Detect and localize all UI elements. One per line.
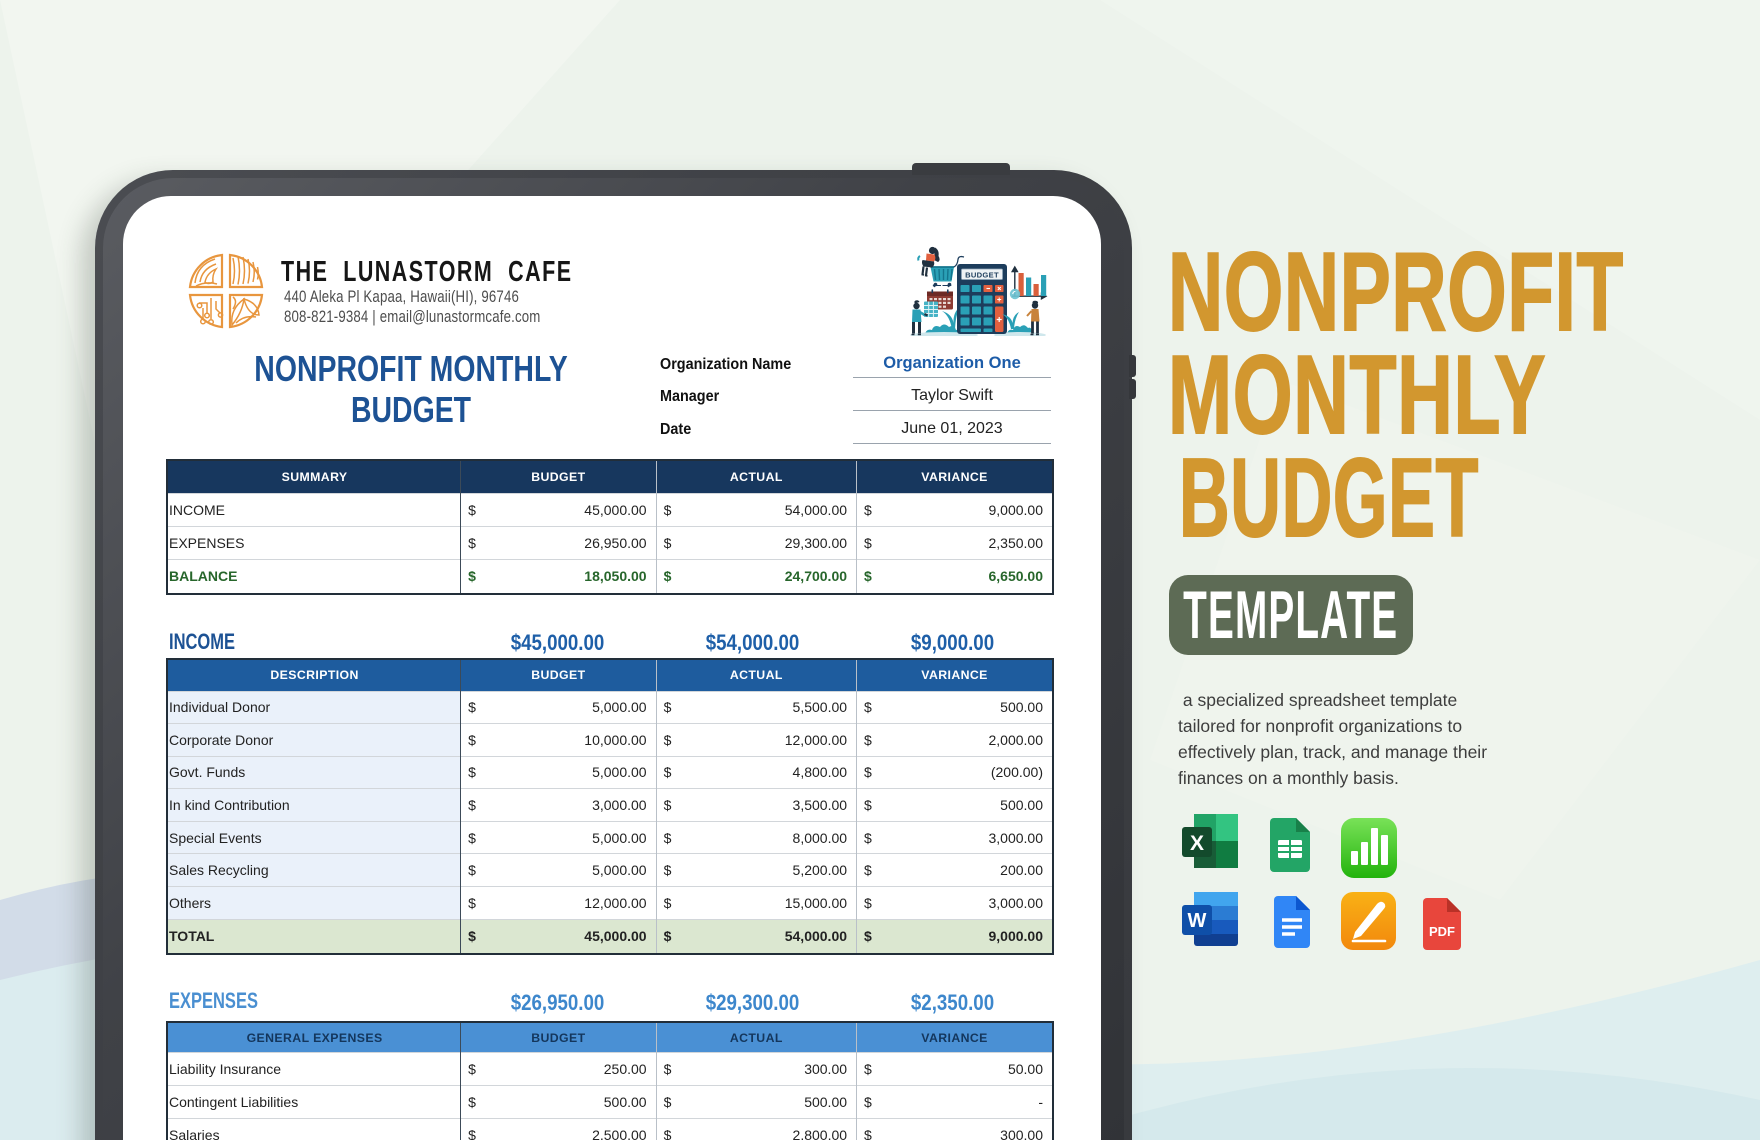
svg-text:X: X — [1190, 832, 1204, 855]
svg-text:BUDGET: BUDGET — [965, 270, 999, 279]
svg-text:PDF: PDF — [1429, 924, 1455, 939]
svg-text:W: W — [1188, 910, 1207, 932]
